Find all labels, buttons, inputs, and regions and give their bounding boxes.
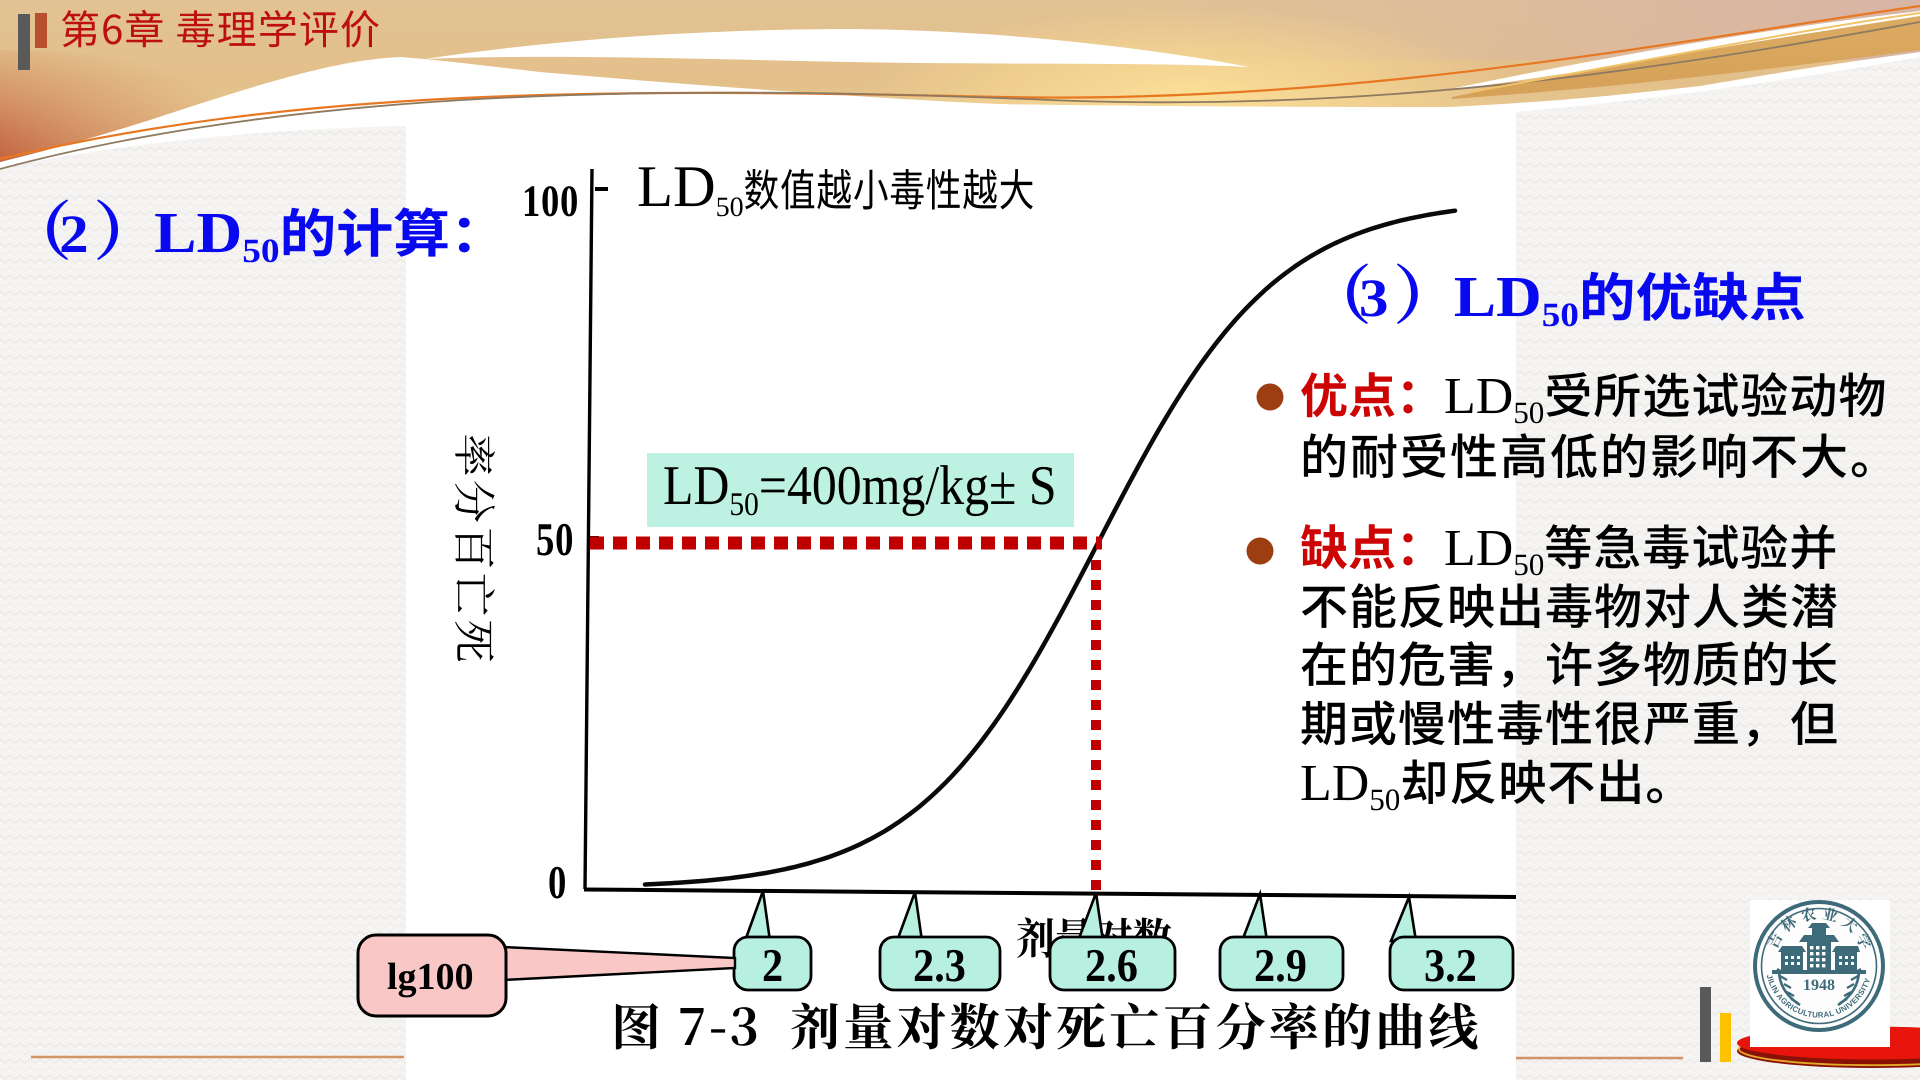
svg-text:1948: 1948: [1803, 977, 1835, 994]
